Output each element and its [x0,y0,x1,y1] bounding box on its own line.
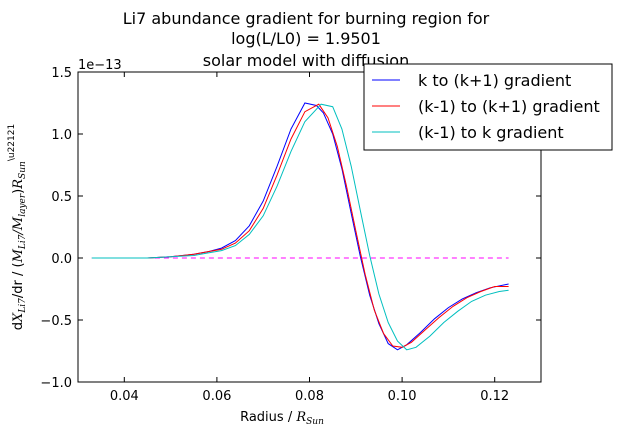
series-line-2 [91,103,509,348]
y-tick-label: −0.5 [40,314,72,329]
plot-frame [77,71,542,383]
legend: k to (k+1) gradient (k-1) to (k+1) gradie… [363,63,613,151]
legend-label-1: k to (k+1) gradient [418,71,571,90]
y-tick-label: 1.0 [51,128,72,143]
legend-label-2: (k-1) to (k+1) gradient [418,97,600,116]
x-tick-label: 0.08 [295,389,324,404]
y-tick-label: 1.5 [51,66,72,81]
y-axis-offset-label: 1e−13 [78,58,122,73]
y-tick-label: 0.0 [51,252,72,267]
y-tick-label: 0.5 [51,190,72,205]
x-tick-label: 0.12 [480,389,509,404]
chart-title-line-2: log(L/L0) = 1.9501 [231,29,381,48]
x-tick-label: 0.04 [110,389,139,404]
y-tick-labels: −1.0 −0.5 0.0 0.5 1.0 1.5 [40,66,72,391]
legend-label-3: (k-1) to k gradient [418,123,564,142]
chart-title-line-1: Li7 abundance gradient for burning regio… [123,9,490,28]
x-tick-label: 0.06 [202,389,231,404]
chart-title-line-3: solar model with diffusion [203,51,409,70]
y-tick-label: −1.0 [40,376,72,391]
y-axis-label: dXLi7/dr / (MLi7/Mlayer)RSun\u22121 [7,124,28,330]
x-tick-labels: 0.04 0.06 0.08 0.10 0.12 [110,389,509,404]
series-line-3 [91,103,509,351]
x-tick-label: 0.10 [388,389,417,404]
x-axis-label: Radius / RSun [240,410,324,427]
series-layer [91,102,509,351]
legend-box [363,63,613,151]
